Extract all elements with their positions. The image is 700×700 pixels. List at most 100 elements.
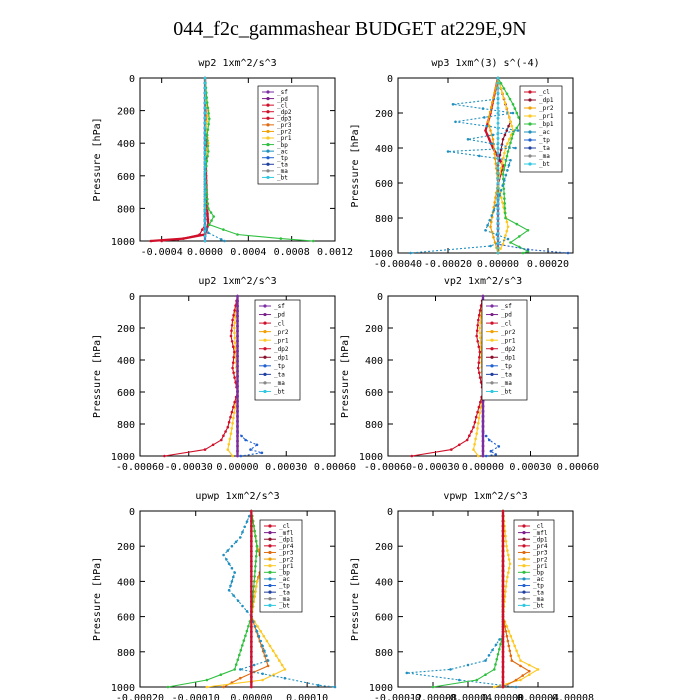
panel-5: vpwp 1xm^2/s^3 Pressure [hPa] 0 200 400 600 80…: [350, 491, 594, 700]
data-point-bt: [496, 221, 500, 225]
data-point-cl: [250, 534, 253, 538]
data-point-bt: [496, 181, 500, 185]
legend-marker-dp2: [266, 110, 270, 114]
data-point-pr1: [510, 124, 514, 128]
data-point-bp: [236, 658, 240, 662]
data-point-cl: [501, 509, 505, 513]
data-point-ac: [454, 120, 457, 124]
data-point-dp2: [211, 443, 215, 447]
data-point-ac: [490, 142, 494, 145]
data-point-pr2: [486, 120, 490, 124]
data-point-bp: [252, 580, 256, 583]
y-tick-label: 600: [117, 613, 135, 624]
data-point-ac: [234, 540, 238, 544]
series-line-bp: [167, 510, 258, 688]
data-point-sf: [481, 419, 485, 423]
legend-marker-sf: [263, 304, 267, 308]
data-point-pr1: [206, 114, 209, 118]
data-point-bt: [496, 201, 500, 205]
data-point-cl: [250, 605, 253, 608]
data-point-bt: [203, 155, 207, 159]
data-point-bp: [239, 648, 243, 652]
data-point-cl: [501, 575, 505, 578]
data-point-dp2: [476, 410, 479, 414]
y-axis-label: Pressure [hPa]: [340, 334, 351, 418]
data-point-dp2: [229, 334, 233, 338]
data-point-pr1: [254, 585, 258, 588]
data-point-bt: [203, 81, 207, 85]
legend-label-dp1: _dp1: [533, 536, 548, 543]
legend-marker-pr2: [522, 557, 526, 561]
data-point-bp1: [509, 141, 512, 145]
data-point-pr2: [492, 236, 495, 239]
data-point-pr1: [228, 437, 232, 441]
data-point-cl: [501, 625, 505, 628]
legend-marker-ac: [522, 577, 526, 581]
y-axis-label: Pressure [hPa]: [350, 557, 361, 641]
legend-marker-ma: [266, 169, 270, 173]
data-point-tp: [244, 438, 247, 442]
legend-marker-tp: [490, 364, 494, 368]
data-point-bt: [203, 121, 207, 124]
y-tick-label: 1000: [369, 249, 393, 260]
legend-label-ma: _ma: [274, 380, 285, 387]
data-point-bp: [208, 117, 211, 121]
data-point-bp: [495, 658, 499, 661]
legend-marker-dp1: [263, 355, 267, 359]
data-point-bp1: [509, 241, 512, 244]
data-point-dp2: [222, 434, 225, 438]
data-point-dp2: [472, 425, 475, 429]
data-point-cl: [250, 660, 253, 664]
data-point-tp: [484, 454, 488, 458]
data-point-bp: [242, 639, 246, 642]
legend-marker-dp2: [263, 347, 267, 351]
data-point-bt: [203, 190, 207, 193]
legend-label-pr1: _pr1: [539, 113, 554, 120]
data-point-cl: [250, 585, 253, 588]
data-point-ac: [484, 229, 487, 232]
data-point-pr1: [232, 416, 235, 420]
data-point-dp2: [450, 448, 453, 451]
y-tick-label: 1000: [111, 683, 135, 694]
data-point-bp1: [502, 168, 506, 171]
data-point-dp2: [477, 405, 481, 409]
x-tick-label: -0.00008: [409, 693, 457, 700]
data-point-bp: [253, 575, 256, 578]
data-point-bp1: [499, 82, 503, 85]
data-point-bp: [205, 193, 209, 196]
data-point-ac: [227, 588, 231, 592]
data-point-bt: [203, 111, 207, 114]
page-title: 044_f2c_gammashear BUDGET at229E,9N: [173, 18, 527, 40]
data-point-bt: [203, 205, 207, 208]
data-point-bt: [203, 131, 207, 134]
data-point-bp: [236, 233, 239, 236]
legend-marker-ac: [268, 577, 272, 581]
data-point-dp2: [226, 425, 230, 429]
data-point-cl: [501, 600, 505, 603]
data-point-bt: [203, 180, 207, 183]
data-point-bt: [496, 206, 500, 210]
data-point-cl: [488, 138, 491, 141]
data-point-bp: [219, 673, 223, 676]
data-point-cl: [501, 660, 505, 664]
data-point-bt: [203, 170, 207, 174]
data-point-sf: [236, 404, 239, 408]
data-point-ac: [498, 638, 501, 641]
data-point-pr1: [478, 326, 482, 330]
x-tick-label: 0.00030: [265, 462, 307, 473]
data-point-pr1: [513, 644, 516, 648]
y-tick-label: 600: [365, 388, 383, 399]
y-tick-label: 0: [387, 74, 393, 85]
data-point-bt: [496, 186, 500, 190]
data-point-ac: [230, 544, 234, 548]
data-point-ac: [483, 116, 486, 119]
data-point-ac: [236, 599, 240, 603]
legend-label-ac: _ac: [277, 148, 288, 155]
data-point-bp: [209, 211, 213, 214]
data-point-cl: [501, 570, 505, 573]
data-point-cl: [501, 519, 505, 523]
data-point-ac: [511, 111, 515, 115]
legend-label-pr2: _pr2: [277, 129, 292, 136]
data-point-ac: [498, 194, 501, 197]
data-point-dp2: [478, 309, 482, 312]
